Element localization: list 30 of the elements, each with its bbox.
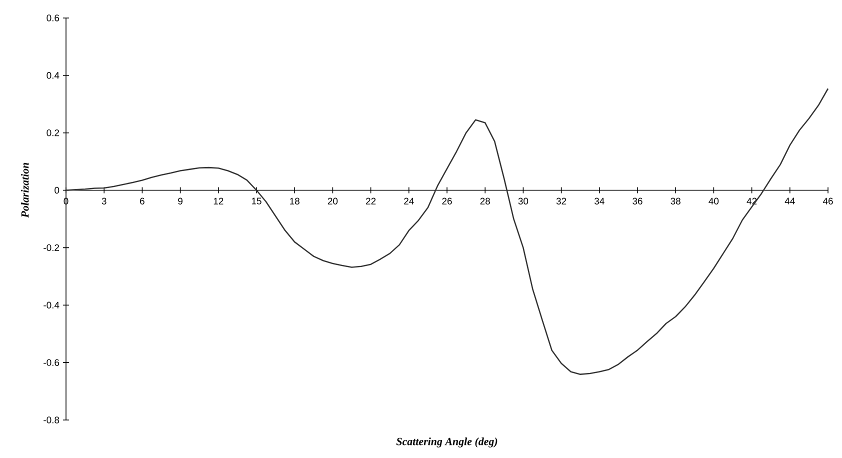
y-tick-label: 0.4 [46, 72, 60, 79]
x-tick-label: 18 [290, 198, 300, 204]
x-tick-label: 32 [556, 198, 566, 204]
y-tick-label: -0.6 [44, 359, 60, 366]
y-tick-label: -0.2 [44, 244, 60, 252]
x-tick-label: 24 [404, 198, 414, 204]
x-tick-label: 30 [518, 198, 528, 204]
y-tick-label: 0.2 [46, 129, 60, 136]
y-axis-title: Polarization [21, 162, 29, 218]
x-tick-label: 46 [822, 198, 833, 204]
x-tick-label: 40 [708, 198, 719, 204]
x-axis-title: Scattering Angle (deg) [396, 438, 498, 448]
y-tick-label: -0.4 [44, 302, 60, 308]
x-tick-label: 9 [178, 198, 182, 204]
x-tick-label: 22 [366, 198, 376, 204]
x-tick-label: 44 [784, 198, 795, 204]
y-tick-label: 0 [54, 186, 60, 194]
x-tick-label: 42 [746, 198, 757, 204]
x-tick-label: 28 [480, 198, 490, 204]
x-tick-label: 34 [594, 198, 604, 204]
x-tick-label: 20 [328, 198, 338, 204]
x-tick-label: 36 [632, 198, 642, 204]
x-tick-label: 12 [214, 198, 224, 204]
x-tick-label: 3 [102, 198, 106, 204]
x-tick-label: 15 [252, 198, 262, 204]
y-tick-label: 0.6 [46, 14, 60, 22]
y-tick-label: -0.8 [44, 416, 60, 424]
x-tick-label: 6 [140, 198, 144, 204]
x-tick-label: 26 [442, 198, 452, 204]
x-tick-label: 38 [670, 198, 680, 204]
